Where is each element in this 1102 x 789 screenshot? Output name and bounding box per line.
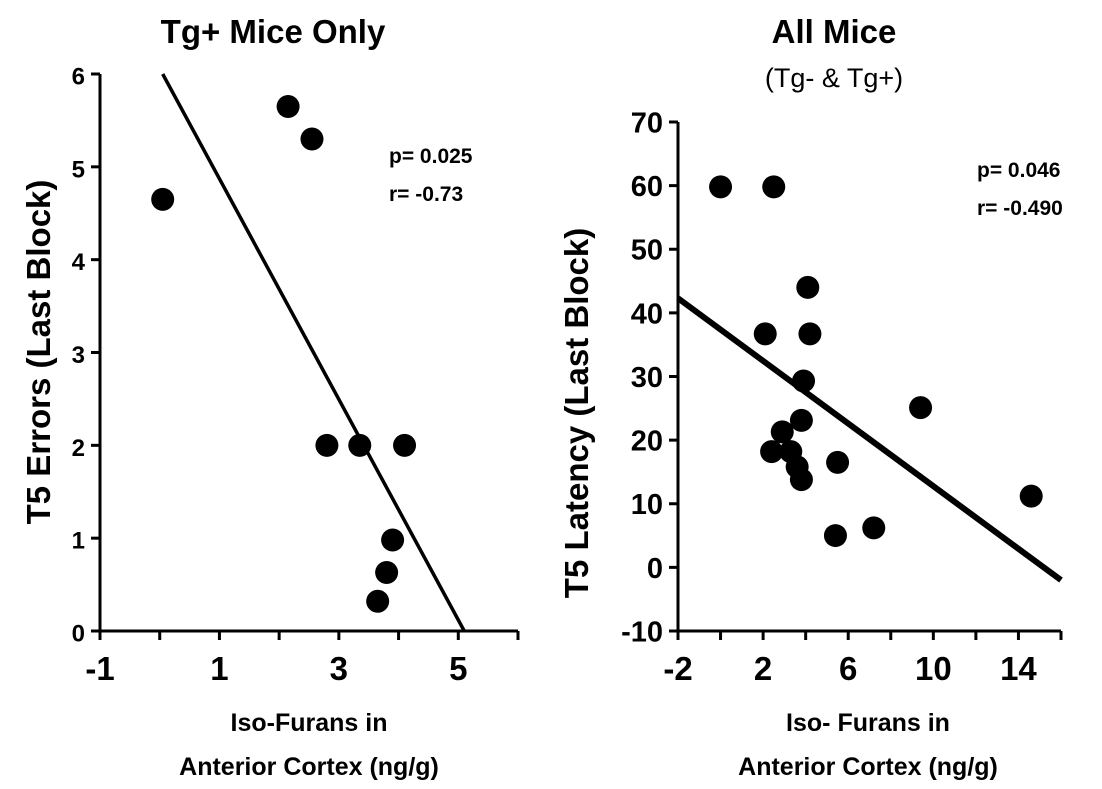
y-tick-label: 4 bbox=[72, 249, 86, 276]
data-point bbox=[393, 433, 417, 457]
data-point bbox=[300, 127, 324, 151]
x-axis-label-line-1: Iso-Furans in bbox=[231, 709, 388, 737]
data-point bbox=[909, 396, 933, 420]
y-tick-label: 0 bbox=[72, 620, 85, 647]
data-point bbox=[709, 175, 733, 199]
x-tick-label: 6 bbox=[839, 650, 857, 687]
r-value: r= -0.73 bbox=[389, 183, 463, 206]
y-tick-label: 40 bbox=[631, 298, 663, 330]
x-axis-label-line-2: Anterior Cortex (ng/g) bbox=[179, 753, 439, 781]
data-point bbox=[315, 433, 339, 457]
x-tick-label: 5 bbox=[449, 650, 467, 687]
y-tick-label: 10 bbox=[631, 489, 663, 521]
y-tick-label: 2 bbox=[72, 435, 85, 462]
regression-line bbox=[676, 295, 1063, 583]
chart-title: All Mice bbox=[772, 13, 897, 50]
y-tick-label: 20 bbox=[631, 426, 663, 458]
x-tick-label: 2 bbox=[754, 650, 772, 687]
y-tick-label: 50 bbox=[631, 235, 663, 267]
y-tick-label: 5 bbox=[72, 156, 85, 183]
data-point bbox=[792, 369, 816, 393]
x-tick-label: 10 bbox=[915, 650, 952, 687]
y-tick-label: 1 bbox=[72, 528, 85, 555]
x-axis-label-line-1: Iso- Furans in bbox=[786, 709, 950, 737]
data-point bbox=[753, 322, 777, 346]
data-point bbox=[798, 322, 822, 346]
data-point bbox=[151, 187, 175, 211]
y-axis-label: T5 Errors (Last Block) bbox=[20, 180, 57, 525]
data-point bbox=[366, 589, 390, 613]
data-point bbox=[789, 468, 813, 492]
p-value: p= 0.025 bbox=[389, 145, 473, 168]
data-point bbox=[762, 175, 786, 199]
y-tick-label: 70 bbox=[631, 107, 663, 139]
data-point bbox=[823, 524, 847, 548]
y-tick-label: 0 bbox=[647, 553, 663, 585]
data-point bbox=[348, 433, 372, 457]
data-point bbox=[1019, 484, 1043, 508]
data-point bbox=[760, 440, 784, 464]
y-axis-label: T5 Latency (Last Block) bbox=[558, 228, 595, 598]
x-tick-label: 1 bbox=[210, 650, 228, 687]
data-point bbox=[381, 528, 405, 552]
regression-line bbox=[161, 73, 466, 632]
x-axis-label-line-2: Anterior Cortex (ng/g) bbox=[738, 753, 998, 781]
chart-subtitle: (Tg- & Tg+) bbox=[765, 63, 903, 93]
y-tick-label: 6 bbox=[72, 63, 85, 90]
y-tick-label: 60 bbox=[631, 171, 663, 203]
chart-all-mice: All Mice (Tg- & Tg+) T5 Latency (Last Bl… bbox=[558, 13, 1063, 781]
x-tick-label: -1 bbox=[85, 650, 114, 687]
x-tick-label: 3 bbox=[330, 650, 348, 687]
data-point bbox=[862, 516, 886, 540]
chart-tg-plus: Tg+ Mice Only T5 Errors (Last Block) Iso… bbox=[20, 13, 520, 781]
y-tick-label: -10 bbox=[621, 616, 663, 648]
y-tick-label: 30 bbox=[631, 362, 663, 394]
data-point bbox=[789, 408, 813, 432]
p-value: p= 0.046 bbox=[977, 159, 1060, 182]
r-value: r= -0.490 bbox=[977, 197, 1063, 220]
data-point bbox=[276, 94, 300, 118]
data-point bbox=[826, 450, 850, 474]
chart-title: Tg+ Mice Only bbox=[161, 13, 386, 50]
x-tick-label: -2 bbox=[663, 650, 692, 687]
data-point bbox=[375, 561, 399, 585]
x-tick-label: 14 bbox=[1000, 650, 1037, 687]
data-point bbox=[770, 420, 794, 444]
data-point bbox=[796, 275, 820, 299]
y-tick-label: 3 bbox=[72, 342, 85, 369]
